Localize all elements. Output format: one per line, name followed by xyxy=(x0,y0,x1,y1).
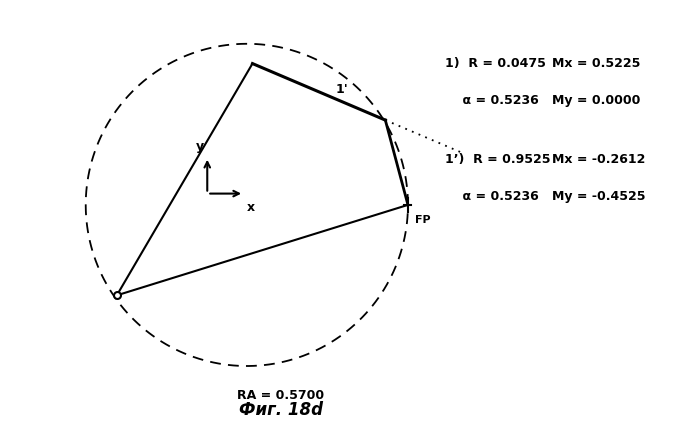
Text: 1': 1' xyxy=(336,83,349,96)
Text: α = 0.5236: α = 0.5236 xyxy=(444,190,538,203)
Text: Mx = 0.5225: Mx = 0.5225 xyxy=(552,57,641,70)
Text: 1’)  R = 0.9525: 1’) R = 0.9525 xyxy=(444,153,550,166)
Text: y: y xyxy=(196,140,204,152)
Text: 1)  R = 0.0475: 1) R = 0.0475 xyxy=(444,57,545,70)
Text: α = 0.5236: α = 0.5236 xyxy=(444,94,538,107)
Text: My = 0.0000: My = 0.0000 xyxy=(552,94,641,107)
Text: My = -0.4525: My = -0.4525 xyxy=(552,190,645,203)
Text: x: x xyxy=(247,201,255,213)
Text: Mx = -0.2612: Mx = -0.2612 xyxy=(552,153,645,166)
Text: Фиг. 18d: Фиг. 18d xyxy=(239,401,323,419)
Text: FP: FP xyxy=(415,215,430,225)
Text: RA = 0.5700: RA = 0.5700 xyxy=(237,389,324,402)
